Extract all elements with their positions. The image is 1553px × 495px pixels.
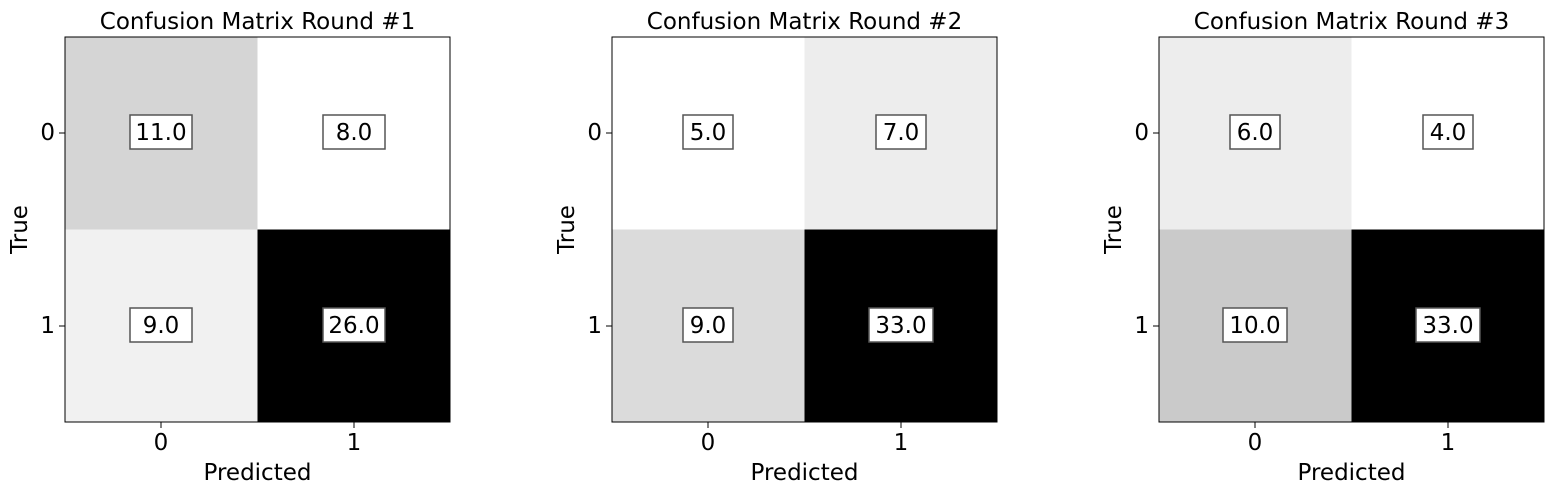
cell-value: 33.0 [1422, 313, 1473, 339]
cell-annotation-0-1: 7.0 [875, 114, 927, 150]
cell-annotation-box [1422, 114, 1474, 150]
x-axis-label: Predicted [751, 460, 859, 486]
cell-value: 9.0 [690, 313, 727, 339]
cell-annotation-box [875, 114, 927, 150]
plot-frame [1158, 36, 1545, 423]
cell-annotation-1-1: 33.0 [1415, 307, 1481, 343]
cell-annotation-0-1: 8.0 [322, 114, 386, 150]
x-axis-label: Predicted [1298, 460, 1406, 486]
cell-value: 8.0 [336, 120, 373, 146]
y-tick-label: 0 [587, 120, 602, 146]
y-tick-label: 1 [40, 313, 55, 339]
plot-frame [611, 36, 998, 423]
cell-value: 26.0 [328, 313, 379, 339]
cell-annotation-box [682, 114, 734, 150]
cell-annotation-box [1222, 307, 1288, 343]
cell-annotation-box [868, 307, 934, 343]
x-tick-label: 0 [154, 430, 169, 456]
y-axis-label: True [1101, 205, 1127, 255]
y-tick-label: 1 [1134, 313, 1149, 339]
x-tick-label: 0 [701, 430, 716, 456]
panel-round-3: Confusion Matrix Round #3 6.0 4.0 10.0 3… [1101, 9, 1545, 486]
cell-value: 33.0 [875, 313, 926, 339]
x-tick-label: 0 [1248, 430, 1263, 456]
cell-value: 5.0 [690, 120, 727, 146]
cell-value: 6.0 [1237, 120, 1274, 146]
cell-annotation-1-1: 33.0 [868, 307, 934, 343]
cell-annotation-box [129, 307, 193, 343]
cell-annotation-box [682, 307, 734, 343]
cell-annotation-1-0: 9.0 [129, 307, 193, 343]
cell-annotation-1-1: 26.0 [322, 307, 386, 343]
chart-title: Confusion Matrix Round #2 [647, 9, 962, 35]
cell-value: 10.0 [1229, 313, 1280, 339]
cell-annotation-box [1415, 307, 1481, 343]
cell-value: 7.0 [883, 120, 920, 146]
cell-annotation-0-0: 6.0 [1229, 114, 1281, 150]
y-tick-label: 0 [1134, 120, 1149, 146]
cell-annotation-box [129, 114, 193, 150]
cell-value: 11.0 [135, 120, 186, 146]
x-axis-label: Predicted [204, 460, 312, 486]
y-axis-label: True [7, 205, 33, 255]
chart-title: Confusion Matrix Round #1 [100, 9, 415, 35]
cell-value: 9.0 [143, 313, 180, 339]
y-axis-label: True [554, 205, 580, 255]
x-tick-label: 1 [1441, 430, 1456, 456]
y-tick-label: 1 [587, 313, 602, 339]
chart-title: Confusion Matrix Round #3 [1194, 9, 1509, 35]
cell-annotation-1-0: 9.0 [682, 307, 734, 343]
cell-annotation-0-0: 5.0 [682, 114, 734, 150]
plot-frame [64, 36, 451, 423]
panel-round-2: Confusion Matrix Round #2 5.0 7.0 9.0 33… [554, 9, 998, 486]
y-tick-label: 0 [40, 120, 55, 146]
cell-annotation-box [322, 114, 386, 150]
cell-annotation-0-1: 4.0 [1422, 114, 1474, 150]
x-tick-label: 1 [347, 430, 362, 456]
panel-round-1: Confusion Matrix Round #1 11.0 8.0 9.0 2… [7, 9, 451, 486]
x-tick-label: 1 [894, 430, 909, 456]
cell-annotation-box [322, 307, 386, 343]
cell-value: 4.0 [1430, 120, 1467, 146]
cell-annotation-1-0: 10.0 [1222, 307, 1288, 343]
cell-annotation-box [1229, 114, 1281, 150]
cell-annotation-0-0: 11.0 [129, 114, 193, 150]
